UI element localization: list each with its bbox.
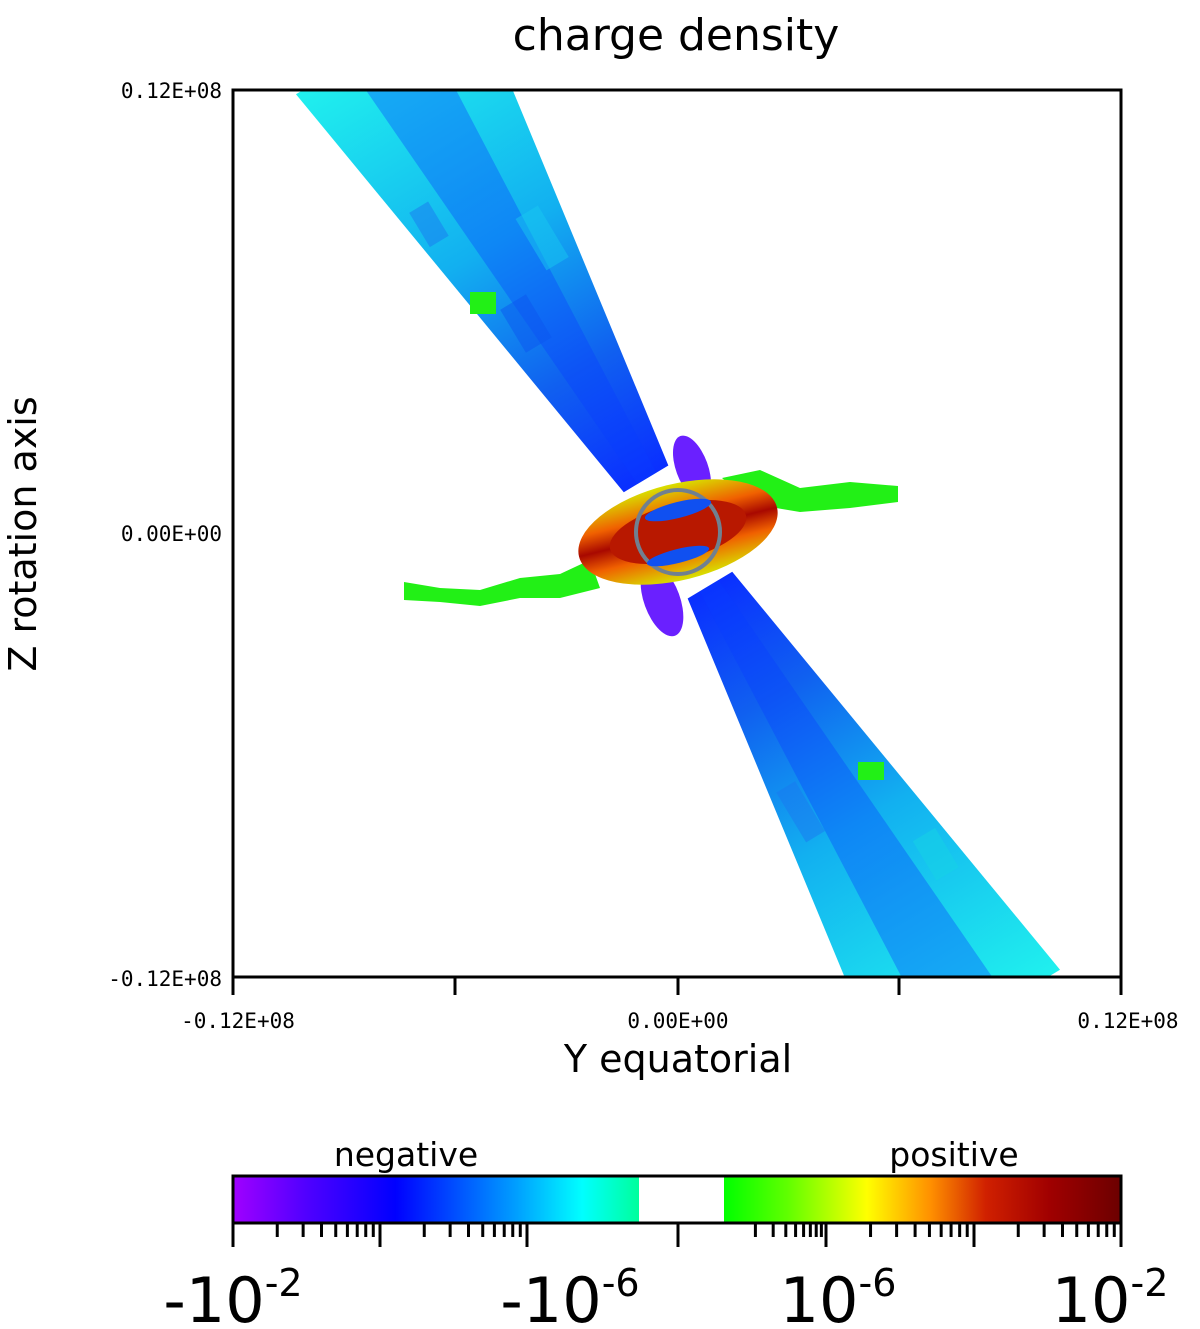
colorbar-negative-band	[233, 1176, 639, 1223]
colorbar-tick-1: -10-2	[163, 1261, 302, 1329]
x-tick-mid: 0.00E+00	[627, 1009, 728, 1033]
y-tick-top: 0.12E+08	[121, 79, 222, 103]
upper-jet	[295, 90, 669, 493]
equatorial-core	[578, 479, 778, 585]
colorbar-tick-3: 10-6	[780, 1261, 897, 1329]
colorbar-zero-band	[639, 1176, 724, 1223]
chart-title: charge density	[513, 10, 840, 61]
lower-jet	[687, 571, 1061, 977]
colorbar-ticks	[231, 1223, 1123, 1247]
star-outline	[634, 488, 722, 576]
equatorial-stream-left	[404, 560, 600, 606]
y-tick-bottom: -0.12E+08	[108, 967, 222, 991]
colorbar-positive-band	[724, 1176, 1121, 1223]
colorbar: negative positive -10-2 -10-6 10-6 10-2	[163, 1135, 1168, 1329]
x-tick-left: -0.12E+08	[181, 1009, 295, 1033]
plot-area	[233, 90, 1121, 977]
x-axis-label: Y equatorial	[563, 1037, 792, 1081]
y-tick-mid: 0.00E+00	[121, 522, 222, 546]
colorbar-tick-2: -10-6	[500, 1261, 639, 1329]
x-axis-ticks	[231, 977, 1123, 995]
colorbar-positive-label: positive	[889, 1135, 1018, 1174]
x-tick-right: 0.12E+08	[1077, 1009, 1178, 1033]
y-axis-label: Z rotation axis	[1, 396, 45, 671]
colorbar-negative-label: negative	[334, 1135, 478, 1174]
colorbar-tick-4: 10-2	[1052, 1261, 1169, 1329]
